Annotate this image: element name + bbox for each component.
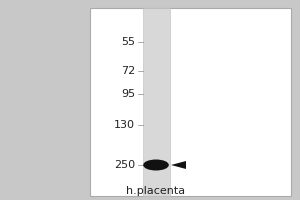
Text: 72: 72 bbox=[121, 66, 135, 76]
Bar bbox=[90, 8, 291, 196]
Text: h.placenta: h.placenta bbox=[126, 186, 186, 196]
Ellipse shape bbox=[143, 160, 169, 170]
Text: 95: 95 bbox=[121, 89, 135, 99]
Text: 250: 250 bbox=[114, 160, 135, 170]
Text: 130: 130 bbox=[114, 120, 135, 130]
Text: 55: 55 bbox=[121, 37, 135, 47]
Bar bbox=[142, 8, 170, 196]
Polygon shape bbox=[171, 161, 186, 169]
